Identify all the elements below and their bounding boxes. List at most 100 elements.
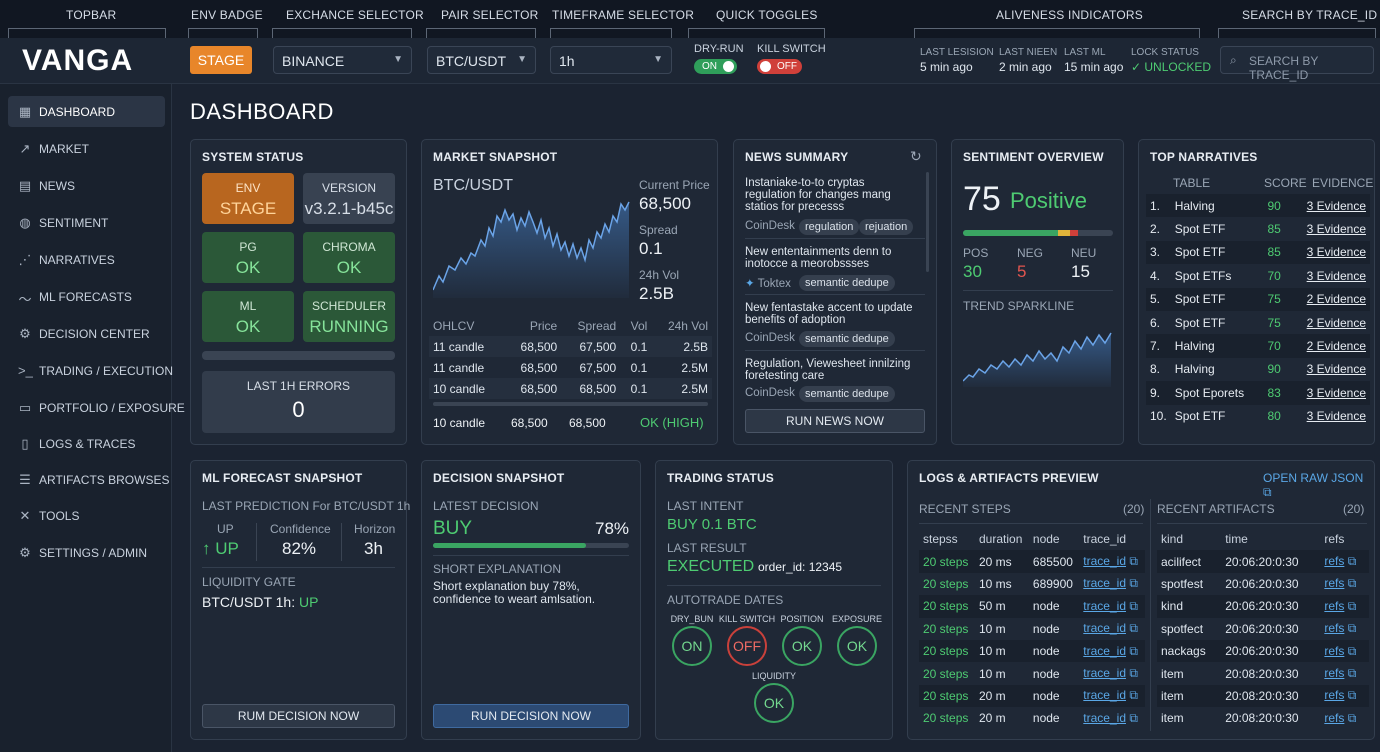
- sidebar-item-settings[interactable]: ⚙ SETTINGS / ADMIN: [8, 537, 165, 568]
- rss-icon: ⋰: [18, 252, 32, 267]
- narrative-row[interactable]: 7. Halving 70 2 Evidence: [1146, 334, 1370, 358]
- trace-id-link[interactable]: trace_id ⧉: [1079, 550, 1145, 572]
- artifact-row[interactable]: item 20:08:20:0:30 refs ⧉: [1157, 684, 1369, 708]
- kill-switch-state: OFF: [777, 61, 797, 72]
- sidebar-item-market[interactable]: ↗ MARKET: [8, 133, 165, 164]
- kill-switch-toggle[interactable]: OFF: [757, 59, 802, 74]
- step-row[interactable]: 20 steps 10 m node trace_id ⧉: [919, 662, 1145, 684]
- refs-link[interactable]: refs ⧉: [1320, 685, 1369, 707]
- artifact-row[interactable]: spotfest 20:06:20:0:30 refs ⧉: [1157, 573, 1369, 595]
- narrative-row[interactable]: 1. Halving 90 3 Evidence: [1146, 194, 1370, 218]
- timeframe-selector[interactable]: 1h ▼: [550, 46, 672, 74]
- refs-link[interactable]: refs ⧉: [1320, 573, 1369, 595]
- step-row[interactable]: 20 steps 10 m node trace_id ⧉: [919, 639, 1145, 663]
- narrative-row[interactable]: 2. Spot ETF 85 3 Evidence: [1146, 217, 1370, 240]
- trace-id-link[interactable]: trace_id ⧉: [1079, 618, 1145, 640]
- trace-id-link[interactable]: trace_id ⧉: [1079, 595, 1145, 617]
- evidence-link[interactable]: 3 Evidence: [1306, 409, 1366, 424]
- gate-position[interactable]: OK: [782, 626, 822, 666]
- step-row[interactable]: 20 steps 50 m node trace_id ⧉: [919, 595, 1145, 618]
- news-tag[interactable]: semantic dedupe: [799, 331, 895, 347]
- artifact-row[interactable]: acilifect 20:06:20:0:30 refs ⧉: [1157, 550, 1369, 573]
- table-row[interactable]: 11 candle 68,500 67,500 0.1 2.5M: [429, 357, 712, 378]
- open-raw-json-link[interactable]: OPEN RAW JSON ⧉: [1263, 471, 1374, 500]
- narrative-row[interactable]: 6. Spot ETF 75 2 Evidence: [1146, 311, 1370, 334]
- sidebar-item-artifacts[interactable]: ☰ ARTIFACTS BROWSES: [8, 464, 169, 495]
- artifact-row[interactable]: item 20:08:20:0:30 refs ⧉: [1157, 707, 1369, 729]
- run-decision-button[interactable]: RUM DECISION NOW: [202, 704, 395, 728]
- dry-run-toggle[interactable]: ON: [694, 59, 737, 74]
- artifact-row[interactable]: kind 20:06:20:0:30 refs ⧉: [1157, 595, 1369, 618]
- trace-id-link[interactable]: trace_id ⧉: [1079, 662, 1145, 684]
- step-row[interactable]: 20 steps 20 ms 685500 trace_id ⧉: [919, 550, 1145, 573]
- evidence-link[interactable]: 3 Evidence: [1306, 362, 1366, 377]
- sidebar-item-dashboard[interactable]: ▦ DASHBOARD: [8, 96, 165, 127]
- gate-kill-switch[interactable]: OFF: [727, 626, 767, 666]
- sidebar-item-sentiment[interactable]: ◍ SENTIMENT: [8, 207, 165, 238]
- artifact-row[interactable]: spotfect 20:06:20:0:30 refs ⧉: [1157, 618, 1369, 640]
- sidebar-item-decision-center[interactable]: ⚙ DECISION CENTER: [8, 318, 165, 349]
- sidebar-item-tools[interactable]: ✕ TOOLS: [8, 500, 165, 531]
- step-row[interactable]: 20 steps 10 m node trace_id ⧉: [919, 618, 1145, 640]
- artifact-row[interactable]: nackags 20:06:20:0:30 refs ⧉: [1157, 639, 1369, 663]
- news-item-text[interactable]: New ententainments denn to inotocce a me…: [745, 246, 892, 270]
- gate-liquidity[interactable]: OK: [754, 683, 794, 723]
- evidence-link[interactable]: 3 Evidence: [1306, 222, 1366, 237]
- narrative-row[interactable]: 9. Spot Eporets 83 3 Evidence: [1146, 381, 1370, 405]
- sidebar-item-narratives[interactable]: ⋰ NARRATIVES: [8, 244, 165, 275]
- refs-link[interactable]: refs ⧉: [1320, 595, 1369, 617]
- news-tag[interactable]: regulation: [799, 219, 860, 235]
- sidebar-item-trading[interactable]: >_ TRADING / EXECUTION: [8, 355, 173, 386]
- logo[interactable]: VANGA: [22, 44, 134, 77]
- evidence-link[interactable]: 2 Evidence: [1306, 315, 1366, 330]
- news-tag[interactable]: semantic dedupe: [799, 275, 895, 291]
- refs-link[interactable]: refs ⧉: [1320, 550, 1369, 572]
- run-decision-now-button[interactable]: RUN DECISION NOW: [433, 704, 629, 728]
- news-item-text[interactable]: Instaniake-to-to cryptas regulation for …: [745, 177, 891, 213]
- sidebar-item-portfolio[interactable]: ▭ PORTFOLIO / EXPOSURE: [8, 392, 185, 423]
- narrative-row[interactable]: 8. Halving 90 3 Evidence: [1146, 358, 1370, 381]
- env-badge[interactable]: STAGE: [190, 46, 252, 74]
- evidence-link[interactable]: 3 Evidence: [1306, 245, 1366, 260]
- table-row[interactable]: 10 candle 68,500 68,500 0.1 2.5M: [429, 378, 712, 399]
- narrative-row[interactable]: 10. Spot ETF 80 3 Evidence: [1146, 405, 1370, 428]
- table-row[interactable]: 11 candle 68,500 67,500 0.1 2.5B: [429, 336, 712, 357]
- trace-id-link[interactable]: trace_id ⧉: [1079, 573, 1145, 595]
- evidence-link[interactable]: 3 Evidence: [1306, 198, 1366, 213]
- sidebar-item-logs[interactable]: ▯ LOGS & TRACES: [8, 428, 165, 459]
- refs-link[interactable]: refs ⧉: [1320, 707, 1369, 729]
- evidence-link[interactable]: 2 Evidence: [1306, 292, 1366, 307]
- run-news-button[interactable]: RUN NEWS NOW: [745, 409, 925, 433]
- search-input[interactable]: ⌕ SEARCH BY TRACE_ID: [1220, 46, 1374, 82]
- gate-dry-run[interactable]: ON: [672, 626, 712, 666]
- step-row[interactable]: 20 steps 10 ms 689900 trace_id ⧉: [919, 573, 1145, 595]
- trace-id-link[interactable]: trace_id ⧉: [1079, 640, 1145, 662]
- evidence-link[interactable]: 2 Evidence: [1306, 339, 1366, 354]
- news-tag[interactable]: rejuation: [859, 219, 914, 235]
- artifact-row[interactable]: item 20:08:20:0:30 refs ⧉: [1157, 662, 1369, 684]
- news-item-text[interactable]: New fentastake accent to update benefits…: [745, 302, 913, 326]
- narrative-row[interactable]: 5. Spot ETF 75 2 Evidence: [1146, 287, 1370, 311]
- trace-id-text: trace_id: [1083, 576, 1126, 591]
- sidebar-item-ml-forecasts[interactable]: 〜 ML FORECASTS: [8, 281, 165, 312]
- refs-link[interactable]: refs ⧉: [1320, 618, 1369, 640]
- news-item-text[interactable]: Regulation, Viewesheet innilzing foretes…: [745, 358, 911, 382]
- narrative-row[interactable]: 3. Spot ETF 85 3 Evidence: [1146, 240, 1370, 265]
- sidebar-item-news[interactable]: ▤ NEWS: [8, 170, 165, 201]
- narrative-row[interactable]: 4. Spot ETFs 70 3 Evidence: [1146, 264, 1370, 287]
- step-row[interactable]: 20 steps 20 m node trace_id ⧉: [919, 684, 1145, 708]
- trace-id-link[interactable]: trace_id ⧉: [1079, 707, 1145, 729]
- refresh-icon[interactable]: ↻: [910, 148, 922, 164]
- refs-link[interactable]: refs ⧉: [1320, 640, 1369, 662]
- step-row[interactable]: 20 steps 20 m node trace_id ⧉: [919, 707, 1145, 729]
- evidence-link[interactable]: 3 Evidence: [1306, 268, 1366, 283]
- news-scrollbar[interactable]: [926, 172, 929, 272]
- pair-selector[interactable]: BTC/USDT ▼: [427, 46, 536, 74]
- evidence-link[interactable]: 3 Evidence: [1306, 385, 1366, 400]
- exchange-selector[interactable]: BINANCE ▼: [273, 46, 412, 74]
- table-scrollbar[interactable]: [433, 402, 708, 406]
- gate-exposure[interactable]: OK: [837, 626, 877, 666]
- news-tag[interactable]: semantic dedupe: [799, 386, 895, 402]
- trace-id-link[interactable]: trace_id ⧉: [1079, 685, 1145, 707]
- refs-link[interactable]: refs ⧉: [1320, 662, 1369, 684]
